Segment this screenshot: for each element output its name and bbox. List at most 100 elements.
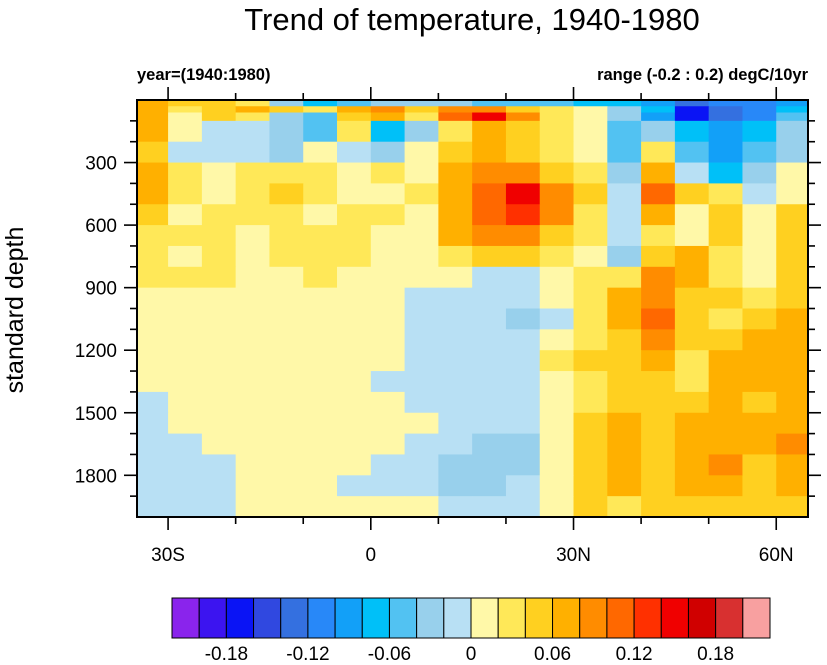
colorbar-box xyxy=(497,597,526,639)
heatmap-cell xyxy=(235,350,270,372)
heatmap-cell xyxy=(137,245,169,268)
heatmap-cell xyxy=(742,454,777,476)
heatmap-cell xyxy=(137,120,169,143)
colorbar-label: 0 xyxy=(466,644,477,665)
heatmap-cell xyxy=(674,204,710,226)
heatmap-cell xyxy=(674,371,710,393)
heatmap-cell xyxy=(505,329,541,351)
heatmap-cell xyxy=(641,287,676,309)
heatmap-cell xyxy=(201,308,237,330)
heatmap-cell xyxy=(674,106,710,113)
heatmap-cell xyxy=(607,100,642,107)
heatmap-cell xyxy=(370,391,405,414)
heatmap-cell xyxy=(370,266,405,289)
heatmap-cell xyxy=(137,371,169,393)
heatmap-cell xyxy=(641,225,676,247)
heatmap-cell xyxy=(573,100,608,107)
heatmap-cell xyxy=(337,308,372,330)
heatmap-cell xyxy=(201,112,237,122)
colorbar-box xyxy=(552,597,581,639)
heatmap-cell xyxy=(303,245,338,268)
heatmap-cell xyxy=(472,141,507,163)
heatmap-cell xyxy=(742,225,777,247)
heatmap-cell xyxy=(641,183,676,205)
heatmap-cell xyxy=(137,308,169,330)
heatmap-cell xyxy=(201,412,237,434)
heatmap-cell xyxy=(404,433,439,455)
heatmap-cell xyxy=(742,391,777,414)
heatmap-cell xyxy=(438,245,473,268)
heatmap-cell xyxy=(573,183,608,205)
heatmap-cell xyxy=(337,225,372,247)
heatmap-cell xyxy=(168,162,203,184)
colorbar-box xyxy=(443,597,472,639)
heatmap-cell xyxy=(742,350,777,372)
heatmap-cell xyxy=(674,120,710,143)
heatmap-cell xyxy=(641,100,676,107)
right-subtitle: range (-0.2 : 0.2) degC/10yr xyxy=(597,66,808,84)
heatmap-cell xyxy=(235,266,270,289)
heatmap-cell xyxy=(269,183,304,205)
heatmap-cell xyxy=(539,371,574,393)
heatmap-cell xyxy=(303,204,338,226)
heatmap-cell xyxy=(472,433,507,455)
heatmap-cell xyxy=(337,454,372,476)
heatmap-cell xyxy=(337,287,372,309)
heatmap-cell xyxy=(337,412,372,434)
heatmap-cell xyxy=(573,245,608,268)
heatmap-cell xyxy=(201,266,237,289)
heatmap-cell xyxy=(607,141,642,163)
heatmap-cell xyxy=(776,496,809,518)
heatmap-cell xyxy=(404,141,439,163)
heatmap-cell xyxy=(539,225,574,247)
heatmap-cell xyxy=(776,183,809,205)
heatmap-cell xyxy=(472,287,507,309)
heatmap-cell xyxy=(505,475,541,497)
colorbar-box xyxy=(633,597,662,639)
colorbar-label: -0.18 xyxy=(205,644,248,665)
heatmap-cell xyxy=(776,245,809,268)
heatmap-cell xyxy=(641,112,676,122)
heatmap-cell xyxy=(337,266,372,289)
heatmap-cell xyxy=(370,350,405,372)
heatmap-cell xyxy=(438,106,473,113)
heatmap-cell xyxy=(303,225,338,247)
heatmap-cell xyxy=(607,287,642,309)
heatmap-cell xyxy=(641,308,676,330)
heatmap-cell xyxy=(337,183,372,205)
heatmap-cell xyxy=(404,412,439,434)
heatmap-cell xyxy=(404,391,439,414)
heatmap-cell xyxy=(201,496,237,518)
heatmap-cell xyxy=(505,454,541,476)
heatmap-cell xyxy=(168,371,203,393)
x-tick-labels: 30S 0 30N 60N xyxy=(151,545,793,566)
heatmap-cell xyxy=(438,454,473,476)
heatmap-cell xyxy=(573,412,608,434)
heatmap-cell xyxy=(607,496,642,518)
heatmap-cell xyxy=(505,371,541,393)
heatmap-cell xyxy=(303,308,338,330)
colorbar: -0.18 -0.12 -0.06 0 0.06 0.12 0.18 xyxy=(171,597,771,665)
heatmap-cell xyxy=(201,141,237,163)
heatmap-cell xyxy=(137,475,169,497)
heatmap-cell xyxy=(573,112,608,122)
heatmap-cell xyxy=(201,225,237,247)
heatmap-cell xyxy=(370,183,405,205)
heatmap-cell xyxy=(404,245,439,268)
heatmap-cell xyxy=(235,204,270,226)
heatmap-cell xyxy=(472,183,507,205)
heatmap-cell xyxy=(168,204,203,226)
heatmap-cell xyxy=(539,496,574,518)
heatmap-cell xyxy=(607,120,642,143)
heatmap-cell xyxy=(201,100,237,107)
heatmap-cell xyxy=(404,266,439,289)
y-tick-label: 1800 xyxy=(75,466,117,487)
heatmap-cell xyxy=(438,100,473,107)
heatmap-cell xyxy=(776,475,809,497)
heatmap-cell xyxy=(641,106,676,113)
heatmap-cell xyxy=(539,183,574,205)
heatmap-cell xyxy=(742,112,777,122)
colorbar-box xyxy=(361,597,390,639)
colorbar-box xyxy=(687,597,717,639)
